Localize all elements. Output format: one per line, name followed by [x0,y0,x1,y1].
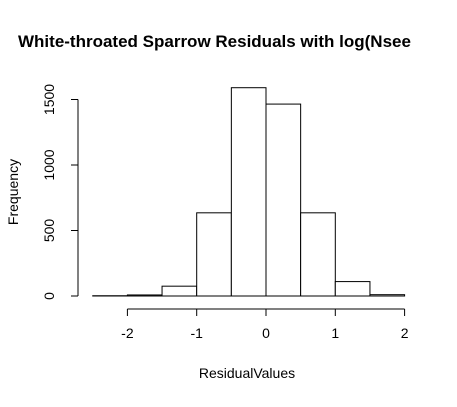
histogram-bar-7 [335,282,370,296]
y-tick-label-2: 1000 [41,149,57,180]
histogram-bar-3 [197,213,232,296]
histogram-bar-1 [127,295,162,296]
histogram-bar-4 [231,88,266,296]
x-tick-label-4: 2 [401,325,409,341]
chart-title: White-throated Sparrow Residuals with lo… [18,32,411,51]
x-tick-label-2: 0 [262,325,270,341]
y-tick-label-3: 1500 [41,84,57,115]
y-tick-label-1: 500 [41,219,57,243]
histogram-bar-6 [301,213,336,296]
x-axis: -2 -1 0 1 2 [121,309,409,341]
y-axis-label: Frequency [5,159,21,225]
bars-group [93,88,405,296]
histogram-bar-8 [370,295,405,296]
x-tick-label-3: 1 [331,325,339,341]
histogram-bar-5 [266,104,301,296]
x-tick-label-0: -2 [121,325,134,341]
x-tick-label-1: -1 [190,325,203,341]
histogram-bar-2 [162,286,197,296]
y-axis: 0 500 1000 1500 [41,84,78,300]
x-axis-label: ResidualValues [199,365,295,381]
y-tick-label-0: 0 [41,292,57,300]
